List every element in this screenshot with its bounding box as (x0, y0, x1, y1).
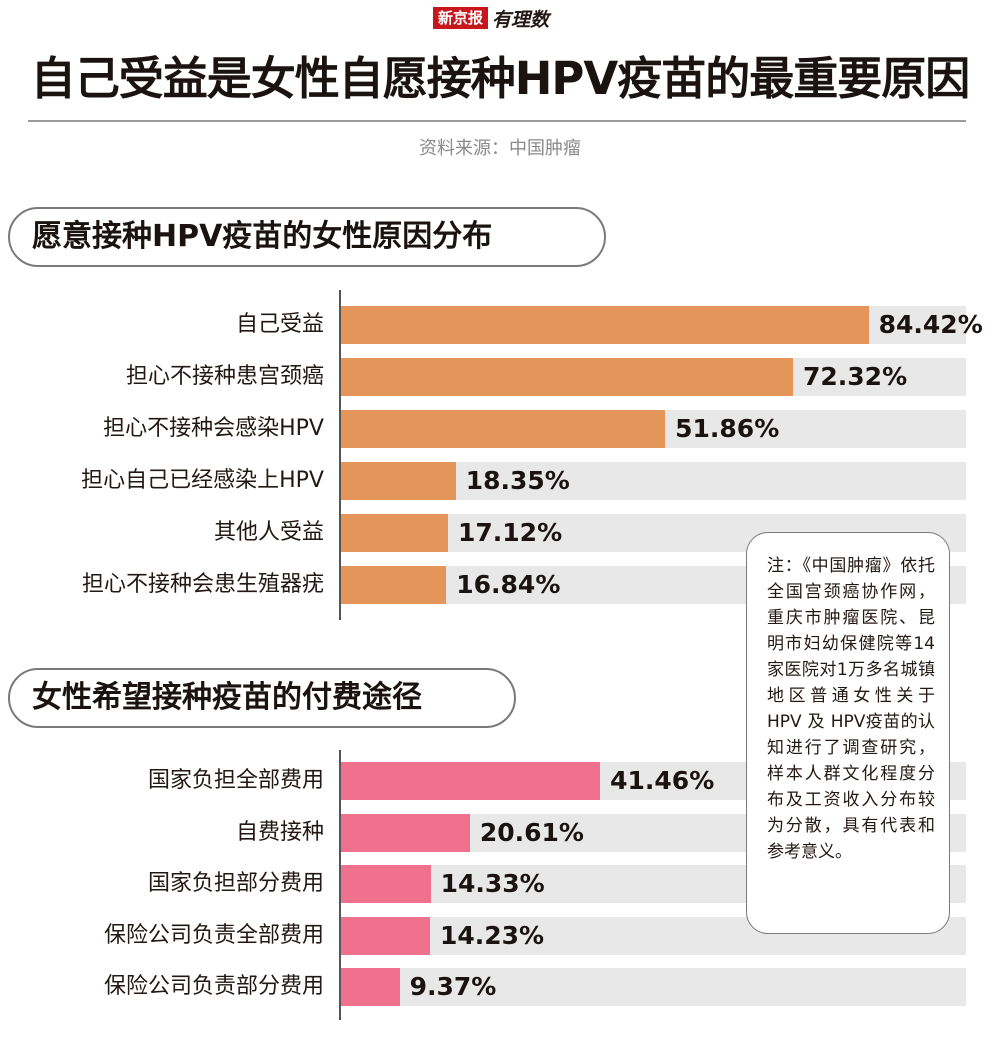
category-label: 担心自己已经感染上HPV (81, 467, 324, 493)
bar (341, 762, 601, 800)
page-title: 自己受益是女性自愿接种HPV疫苗的最重要原因 (30, 52, 970, 105)
source-note: 资料来源：中国肿瘤 (419, 138, 581, 159)
bar-row: 担心自己已经感染上HPV 18.35% (0, 461, 1000, 500)
chart2-title-pill: 女性希望接种疫苗的付费途径 (8, 668, 516, 728)
chart2-title: 女性希望接种疫苗的付费途径 (32, 680, 422, 715)
bar-track (341, 968, 966, 1007)
category-label: 国家负担部分费用 (147, 871, 324, 897)
value-label: 84.42% (878, 310, 983, 339)
bar (341, 409, 666, 448)
bar (341, 461, 456, 500)
category-label: 担心不接种会患生殖器疣 (81, 571, 324, 597)
brand-logo: 新京报 有理数 (433, 6, 550, 31)
title-divider (28, 120, 966, 122)
category-label: 担心不接种会感染HPV (103, 415, 324, 441)
payment-bar-chart: 国家负担全部费用 41.46% 自费接种 20.61% 国家负担部分费用 14.33% 保险… (0, 750, 1000, 1020)
category-label: 其他人受益 (213, 519, 324, 545)
survey-note: 注：《中国肿瘤》依托全国宫颈癌协作网，重庆市肿瘤医院、昆明市妇幼保健院等14 家… (746, 532, 950, 934)
value-label: 14.33% (440, 869, 545, 899)
bar (341, 916, 430, 955)
chart1-title: 愿意接种HPV疫苗的女性原因分布 (32, 219, 493, 254)
category-label: 自费接种 (235, 819, 324, 845)
value-label: 41.46% (610, 766, 715, 795)
value-label: 18.35% (465, 465, 570, 495)
bar (341, 565, 447, 604)
bar (341, 865, 431, 904)
reasons-bar-chart: 自己受益 84.42% 担心不接种患宫颈癌 72.32% 担心不接种会感染HPV 51.8… (0, 290, 1000, 620)
chart2-axis-line (339, 750, 341, 1020)
bar-row: 担心不接种会感染HPV 51.86% (0, 409, 1000, 448)
bar (341, 357, 793, 396)
value-label: 16.84% (456, 569, 561, 599)
bar (341, 813, 470, 852)
bar-row: 自己受益 84.42% (0, 306, 1000, 344)
value-label: 9.37% (409, 972, 497, 1002)
bar (341, 513, 448, 552)
bar (341, 968, 400, 1007)
category-label: 自己受益 (235, 312, 324, 337)
chart1-axis-line (339, 290, 341, 620)
brand-logo-mark: 新京报 (433, 7, 489, 29)
chart1-title-pill: 愿意接种HPV疫苗的女性原因分布 (8, 207, 606, 267)
value-label: 72.32% (803, 361, 908, 391)
value-label: 20.61% (479, 817, 584, 847)
bar-row: 担心不接种患宫颈癌 72.32% (0, 357, 1000, 396)
value-label: 14.23% (439, 920, 545, 950)
category-label: 保险公司负责全部费用 (103, 922, 324, 948)
value-label: 51.86% (675, 413, 780, 443)
category-label: 国家负担全部费用 (147, 768, 324, 793)
category-label: 保险公司负责部分费用 (103, 974, 324, 1000)
bar-row: 保险公司负责全部费用 14.23% (0, 916, 1000, 955)
category-label: 担心不接种患宫颈癌 (125, 363, 324, 389)
bar (341, 306, 869, 344)
bar-row: 保险公司负责部分费用 9.37% (0, 968, 1000, 1007)
column-logo-text: 有理数 (492, 8, 550, 31)
value-label: 17.12% (458, 517, 563, 547)
